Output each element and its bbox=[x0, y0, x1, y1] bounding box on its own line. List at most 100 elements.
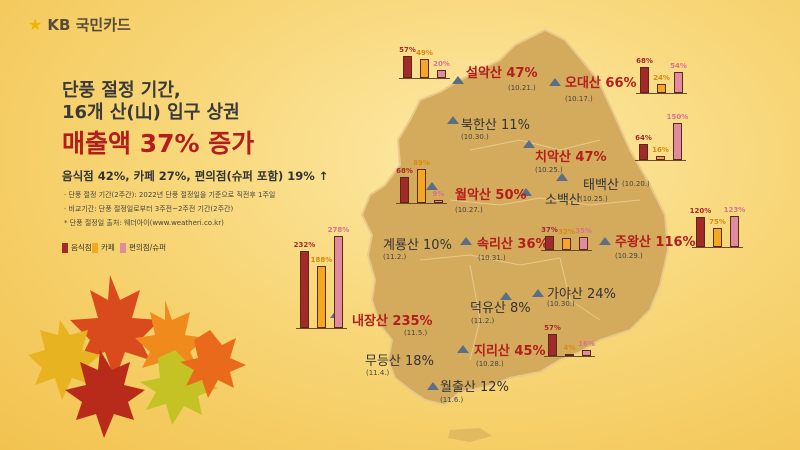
chart-baseline bbox=[636, 93, 687, 94]
chart-baseline bbox=[635, 160, 686, 161]
bar-주왕산-편의점/슈퍼 bbox=[730, 216, 739, 247]
korea-map bbox=[360, 28, 670, 407]
date-woraksan: (10.27.) bbox=[455, 206, 483, 214]
date-juwang: (10.29.) bbox=[615, 252, 643, 260]
mountain-chiak: 치악산 47% bbox=[535, 150, 607, 165]
value-label: 16% bbox=[652, 146, 669, 154]
headline-line3: 매출액 37% 증가 bbox=[62, 129, 255, 158]
value-label: 150% bbox=[666, 112, 689, 121]
bar-월악산-편의점/슈퍼 bbox=[434, 199, 443, 203]
legend-swatch bbox=[92, 242, 98, 253]
bar-내장산-편의점/슈퍼 bbox=[334, 236, 343, 328]
legend-item-cafe: 카페 bbox=[92, 242, 115, 253]
value-label: 49% bbox=[416, 49, 433, 58]
bar-설악산-편의점/슈퍼 bbox=[437, 70, 446, 78]
bar-오대산-카페 bbox=[657, 83, 666, 93]
bar-설악산-음식점 bbox=[403, 56, 412, 78]
chart-baseline bbox=[296, 328, 347, 329]
date-jiri: (10.28.) bbox=[476, 360, 504, 368]
date-wolchul: (11.6.) bbox=[440, 396, 464, 404]
value-label: 57% bbox=[399, 46, 416, 55]
date-odae: (10.17.) bbox=[565, 95, 593, 103]
bar-설악산-카페 bbox=[420, 59, 429, 78]
chart-baseline bbox=[544, 356, 595, 357]
jeju-island bbox=[448, 428, 492, 442]
value-label: 188% bbox=[310, 255, 333, 264]
mountain-songni: 속리산 36% bbox=[477, 237, 549, 252]
value-label: 4% bbox=[563, 344, 576, 352]
legend-swatch bbox=[120, 242, 126, 253]
bar-주왕산-음식점 bbox=[696, 217, 705, 247]
chart-baseline bbox=[396, 203, 447, 204]
mountain-wolchul: 월출산 12% bbox=[440, 380, 509, 395]
value-label: 24% bbox=[653, 73, 670, 82]
chart-baseline bbox=[692, 247, 743, 248]
bar-내장산-카페 bbox=[317, 265, 326, 328]
note-2: · 비교기간: 단풍 절정일로부터 3주전~2주전 기간(2주간) bbox=[64, 205, 234, 213]
note-3: * 단풍 절정일 출처: 웨더아이(www.weatheri.co.kr) bbox=[64, 219, 224, 227]
date-gyeryong: (11.2.) bbox=[383, 253, 407, 261]
value-label: 120% bbox=[689, 207, 712, 215]
bar-속리산-카페 bbox=[562, 237, 571, 250]
headline-line2: 16개 산(山) 입구 상권 bbox=[62, 102, 240, 123]
bar-속리산-음식점 bbox=[545, 235, 554, 250]
mountain-mudeung: 무등산 18% bbox=[365, 354, 434, 369]
date-taebaek: (10.20.) bbox=[622, 180, 650, 188]
legend-swatch bbox=[62, 242, 68, 253]
chart-baseline bbox=[541, 250, 592, 251]
bar-치악산-카페 bbox=[656, 156, 665, 160]
mountain-woraksan: 월악산 50% bbox=[455, 188, 527, 203]
mountain-odae: 오대산 66% bbox=[565, 76, 637, 91]
bar-치악산-편의점/슈퍼 bbox=[673, 122, 682, 160]
bar-속리산-편의점/슈퍼 bbox=[579, 236, 588, 250]
brand-logo: ★ KB 국민카드 bbox=[28, 14, 131, 35]
bar-주왕산-카페 bbox=[713, 228, 722, 247]
value-label: 35% bbox=[575, 226, 592, 235]
bar-월악산-카페 bbox=[417, 169, 426, 203]
mountain-juwang: 주왕산 116% bbox=[615, 235, 696, 250]
mountain-jiri: 지리산 45% bbox=[474, 344, 546, 359]
date-songni: (10.31.) bbox=[478, 254, 506, 262]
mountain-gyeryong: 계룡산 10% bbox=[383, 238, 452, 253]
date-seorak: (10.21.) bbox=[508, 84, 536, 92]
bar-오대산-편의점/슈퍼 bbox=[674, 72, 683, 93]
value-label: 64% bbox=[635, 134, 652, 142]
headline-line1: 단풍 절정 기간, bbox=[62, 80, 181, 101]
value-label: 32% bbox=[558, 227, 575, 236]
mountain-taebaek: 태백산 bbox=[583, 178, 619, 193]
bar-지리산-편의점/슈퍼 bbox=[582, 349, 591, 356]
brand-name: KB 국민카드 bbox=[47, 16, 131, 34]
value-label: 54% bbox=[670, 62, 687, 71]
bar-내장산-음식점 bbox=[300, 251, 309, 328]
value-label: 20% bbox=[433, 60, 450, 69]
value-label: 123% bbox=[723, 206, 746, 215]
bar-오대산-음식점 bbox=[640, 67, 649, 93]
bar-치악산-음식점 bbox=[639, 144, 648, 160]
bar-지리산-카페 bbox=[565, 354, 574, 356]
date-mudeung: (11.4.) bbox=[366, 369, 390, 377]
mountain-gaya: 가야산 24% bbox=[547, 287, 616, 302]
value-label: 232% bbox=[293, 241, 316, 250]
mountain-deogyu: 덕유산 8% bbox=[470, 301, 531, 316]
bar-월악산-음식점 bbox=[400, 177, 409, 203]
value-label: 75% bbox=[709, 218, 726, 227]
bar-지리산-음식점 bbox=[548, 334, 557, 356]
date-naejang: (11.5.) bbox=[404, 329, 428, 337]
value-label: 16% bbox=[578, 339, 595, 348]
date-sobaek: (10.25.) bbox=[580, 195, 608, 203]
value-label: 89% bbox=[413, 159, 430, 168]
value-label: 278% bbox=[327, 226, 350, 235]
value-label: 37% bbox=[541, 225, 558, 234]
maple-leaves-decoration bbox=[28, 275, 246, 438]
value-label: 68% bbox=[396, 167, 413, 176]
kb-star-icon: ★ bbox=[28, 15, 43, 34]
date-chiak: (10.25.) bbox=[535, 166, 563, 174]
mountain-naejang: 내장산 235% bbox=[352, 314, 433, 329]
note-1: · 단풍 절정 기간(2주간): 2022년 단풍 절정일을 기준으로 직전후 … bbox=[64, 191, 276, 199]
mountain-sobaek: 소백산 bbox=[545, 193, 581, 208]
chart-baseline bbox=[399, 78, 450, 79]
value-label: 9% bbox=[432, 189, 445, 198]
value-label: 68% bbox=[636, 57, 653, 66]
legend-item-convenience: 편의점/슈퍼 bbox=[120, 242, 166, 253]
